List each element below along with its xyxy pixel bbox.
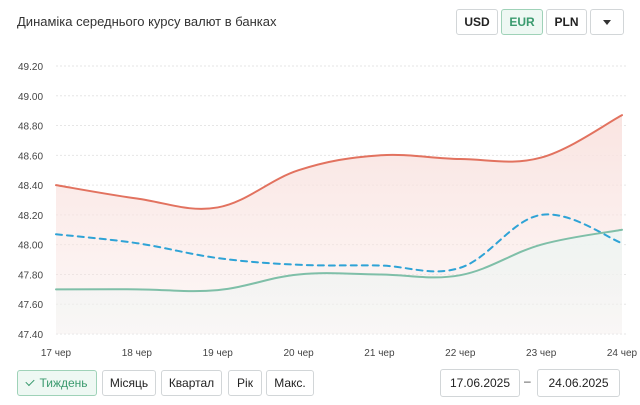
series-2-point	[296, 263, 300, 267]
series-area-3	[56, 229, 622, 334]
y-tick-label: 47.60	[18, 300, 43, 311]
series-1-point	[539, 155, 543, 159]
series-2-point	[458, 266, 462, 270]
date-range-separator: –	[524, 374, 531, 388]
period-button-week[interactable]: Тиждень	[17, 370, 97, 396]
series-1-point	[458, 157, 462, 161]
series-2-point	[216, 256, 220, 260]
series-3-point	[216, 288, 220, 292]
date-from-input[interactable]: 17.06.2025	[440, 369, 520, 397]
series-line-2	[55, 213, 623, 273]
currency-button-usd[interactable]: USD	[456, 9, 498, 35]
x-tick-label: 22 чер	[445, 348, 476, 359]
period-button-max-label: Макс.	[274, 376, 306, 390]
period-button-week-label: Тиждень	[39, 376, 88, 390]
period-button-quarter[interactable]: Квартал	[161, 370, 222, 396]
series-1-point	[135, 196, 139, 200]
series-2-point	[539, 213, 543, 217]
period-button-month-label: Місяць	[109, 376, 149, 390]
period-button-quarter-label: Квартал	[168, 376, 215, 390]
chevron-down-icon	[603, 19, 611, 25]
currency-dropdown-button[interactable]	[590, 9, 624, 35]
series-2-point	[135, 241, 139, 245]
x-tick-label: 18 чер	[122, 348, 153, 359]
series-3-point	[539, 242, 543, 246]
y-tick-label: 49.20	[18, 62, 43, 73]
series-2-point	[377, 263, 381, 267]
currency-button-pln[interactable]: PLN	[546, 9, 587, 35]
period-button-max[interactable]: Макс.	[266, 370, 314, 396]
x-tick-label: 19 чер	[203, 348, 234, 359]
y-tick-label: 47.80	[18, 270, 43, 281]
checkmark-icon	[25, 376, 36, 387]
y-tick-label: 48.00	[18, 241, 43, 252]
series-1-point	[54, 183, 58, 187]
series-2-point	[54, 232, 58, 236]
x-tick-label: 21 чер	[364, 348, 395, 359]
series-1-point	[216, 205, 220, 209]
x-tick-label: 24 чер	[607, 348, 638, 359]
x-tick-label: 23 чер	[526, 348, 557, 359]
series-3-point	[135, 287, 139, 291]
y-tick-label: 49.00	[18, 92, 43, 103]
series-1-point	[377, 153, 381, 157]
period-button-month[interactable]: Місяць	[102, 370, 156, 396]
series-3-point	[377, 272, 381, 276]
series-1-point	[620, 113, 624, 117]
x-tick-label: 17 чер	[41, 348, 72, 359]
series-line-1	[55, 114, 623, 210]
y-tick-label: 48.40	[18, 181, 43, 192]
currency-button-eur[interactable]: EUR	[501, 9, 543, 35]
exchange-rate-chart: 47.40 47.60 47.80 48.00 48.20 48.40 48.60 48.80…	[18, 62, 638, 359]
chart-title: Динаміка середнього курсу валют в банках	[17, 14, 277, 29]
series-3-point	[54, 287, 58, 291]
series-3-point	[458, 273, 462, 277]
series-3-point	[620, 228, 624, 232]
series-3-point	[296, 272, 300, 276]
y-tick-label: 48.80	[18, 122, 43, 133]
x-tick-label: 20 чер	[283, 348, 314, 359]
y-tick-label: 47.40	[18, 330, 43, 341]
y-tick-label: 48.60	[18, 151, 43, 162]
series-line-3	[55, 228, 623, 293]
y-tick-label: 48.20	[18, 211, 43, 222]
date-to-input[interactable]: 24.06.2025	[537, 369, 620, 397]
series-1-point	[296, 168, 300, 172]
period-button-year[interactable]: Рік	[228, 370, 262, 396]
period-button-year-label: Рік	[237, 376, 253, 390]
series-2-point	[620, 241, 624, 245]
